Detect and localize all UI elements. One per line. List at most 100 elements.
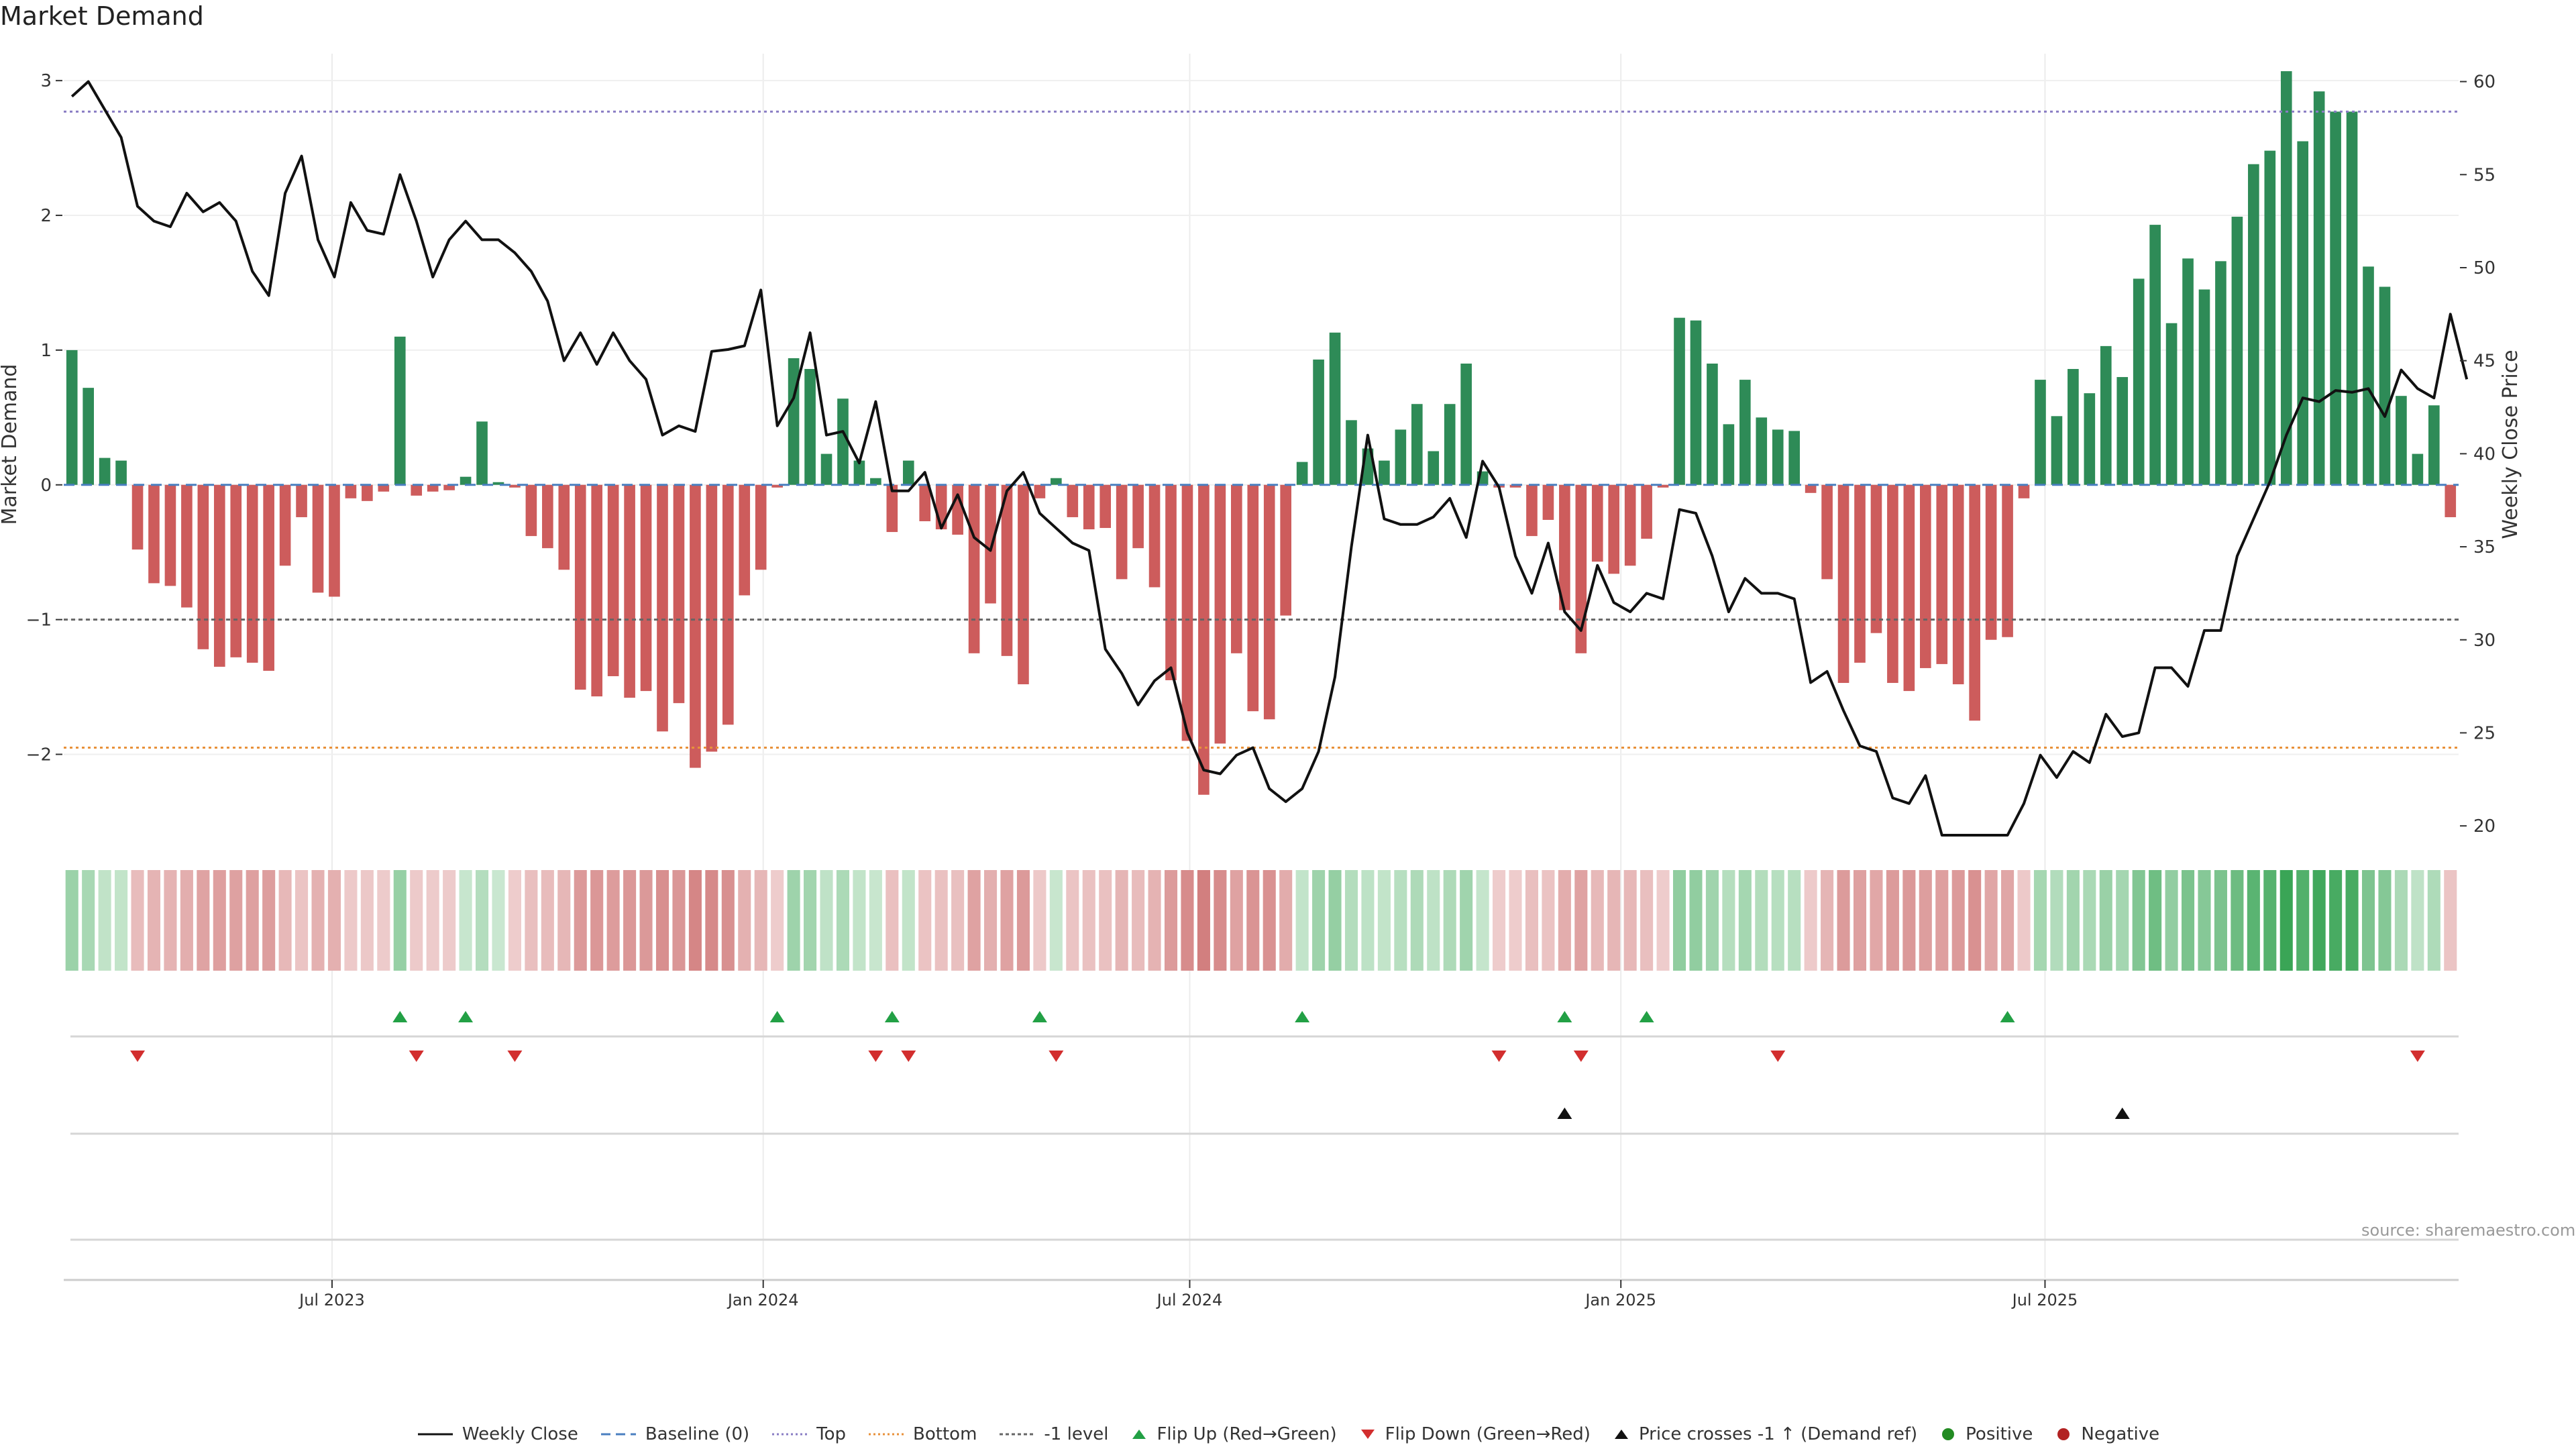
heat-strip-cell xyxy=(836,870,850,971)
heat-strip-cell xyxy=(951,870,965,971)
heat-strip-cell xyxy=(1788,870,1801,971)
heat-strip-cell xyxy=(2345,870,2359,971)
x-tick-label: Jan 2025 xyxy=(1584,1291,1656,1309)
legend-price-cross: Price crosses -1 ↑ (Demand ref) xyxy=(1612,1424,1917,1444)
heat-strip-cell xyxy=(1886,870,1899,971)
demand-bar xyxy=(394,336,406,485)
heat-strip-cell xyxy=(1853,870,1867,971)
heat-strip-cell xyxy=(393,870,407,971)
demand-bar xyxy=(1165,484,1177,681)
legend-baseline: Baseline (0) xyxy=(600,1424,750,1444)
demand-bar xyxy=(2133,278,2145,485)
demand-bar xyxy=(1788,431,1801,485)
demand-bar xyxy=(1099,484,1112,529)
demand-bar xyxy=(492,482,504,485)
demand-bar xyxy=(1018,484,1029,685)
demand-bar xyxy=(2264,150,2276,485)
demand-bar xyxy=(1690,320,1702,485)
heat-strip-cell xyxy=(262,870,276,971)
x-tick-label: Jul 2023 xyxy=(298,1291,365,1309)
heat-strip-cell xyxy=(2214,870,2227,971)
demand-bar xyxy=(1001,484,1013,656)
heat-strip-cell xyxy=(1115,870,1128,971)
demand-bar xyxy=(1739,380,1751,485)
y2-tick-label: 40 xyxy=(2473,444,2496,464)
heat-strip-cell xyxy=(688,870,702,971)
demand-bar xyxy=(690,484,701,768)
demand-bar xyxy=(574,484,586,690)
heat-strip-cell xyxy=(508,870,521,971)
flip-up-marker xyxy=(1639,1011,1654,1022)
heat-strip-cell xyxy=(1312,870,1326,971)
heat-strip-cell xyxy=(1525,870,1538,971)
heat-strip-cell xyxy=(1656,870,1670,971)
demand-bar xyxy=(1805,484,1817,493)
heat-strip-cell xyxy=(1016,870,1030,971)
heat-strip-cell xyxy=(2247,870,2260,971)
demand-bar xyxy=(2330,111,2341,485)
heat-strip-cell xyxy=(147,870,161,971)
heat-strip-cell xyxy=(2329,870,2343,971)
heat-strip-cell xyxy=(475,870,489,971)
heat-strip-cell xyxy=(82,870,95,971)
heat-strip-cell xyxy=(1837,870,1850,971)
demand-bar xyxy=(657,484,668,732)
heat-strip-cell xyxy=(2263,870,2277,971)
heat-strip-cell xyxy=(967,870,981,971)
y2-tick-label: 35 xyxy=(2473,537,2496,557)
heat-strip-cell xyxy=(1542,870,1555,971)
demand-bar xyxy=(1707,363,1718,485)
y-tick-label: 0 xyxy=(40,476,52,496)
heat-strip-cell xyxy=(804,870,817,971)
flip-up-marker xyxy=(769,1011,785,1022)
demand-bar xyxy=(1247,484,1259,712)
demand-bar xyxy=(378,484,390,492)
heat-strip-cell xyxy=(2149,870,2162,971)
demand-bar xyxy=(1723,424,1735,485)
demand-bar xyxy=(2084,393,2096,485)
y2-tick-label: 50 xyxy=(2473,258,2496,278)
flip-down-marker xyxy=(130,1051,146,1062)
heat-strip-cell xyxy=(1705,870,1719,971)
demand-bar xyxy=(1263,484,1275,720)
y-tick-label: 1 xyxy=(40,341,52,361)
heat-strip-cell xyxy=(1164,870,1178,971)
heat-strip-cell xyxy=(1443,870,1456,971)
demand-bar xyxy=(1772,429,1784,485)
demand-bar xyxy=(1067,484,1079,517)
demand-bar xyxy=(131,484,144,550)
demand-bar xyxy=(607,484,619,676)
demand-bar xyxy=(197,484,209,649)
heat-strip-cell xyxy=(2099,870,2112,971)
heat-strip-cell xyxy=(541,870,554,971)
demand-bar xyxy=(411,484,423,496)
heat-strip-cell xyxy=(557,870,571,971)
demand-bar xyxy=(2280,71,2292,485)
demand-bar xyxy=(624,484,635,698)
heat-strip-cell xyxy=(918,870,932,971)
source-note: source: sharemaestro.com xyxy=(2361,1221,2576,1240)
heat-strip-cell xyxy=(1558,870,1571,971)
heat-strip-cell xyxy=(2165,870,2178,971)
heat-strip-cell xyxy=(377,870,390,971)
heat-strip-cell xyxy=(98,870,111,971)
demand-bar xyxy=(755,484,767,570)
demand-bar xyxy=(1428,451,1440,485)
demand-bar xyxy=(2198,289,2210,485)
flip-down-marker xyxy=(1049,1051,1064,1062)
demand-bar xyxy=(164,484,176,586)
y-tick-label: −1 xyxy=(26,610,52,631)
price-cross-marker xyxy=(2114,1108,2130,1119)
heat-strip-cell xyxy=(1246,870,1260,971)
flip-down-marker xyxy=(409,1051,424,1062)
demand-bar xyxy=(2165,323,2178,485)
heat-strip-cell xyxy=(1000,870,1014,971)
flip-down-marker xyxy=(901,1051,916,1062)
y2-tick-label: 55 xyxy=(2473,165,2496,185)
demand-bar xyxy=(427,484,439,492)
demand-bar xyxy=(1411,404,1423,485)
demand-bar xyxy=(2231,217,2243,485)
x-tick-label: Jan 2024 xyxy=(727,1291,799,1309)
demand-bar xyxy=(115,460,127,485)
y2-tick-label: 60 xyxy=(2473,72,2496,93)
